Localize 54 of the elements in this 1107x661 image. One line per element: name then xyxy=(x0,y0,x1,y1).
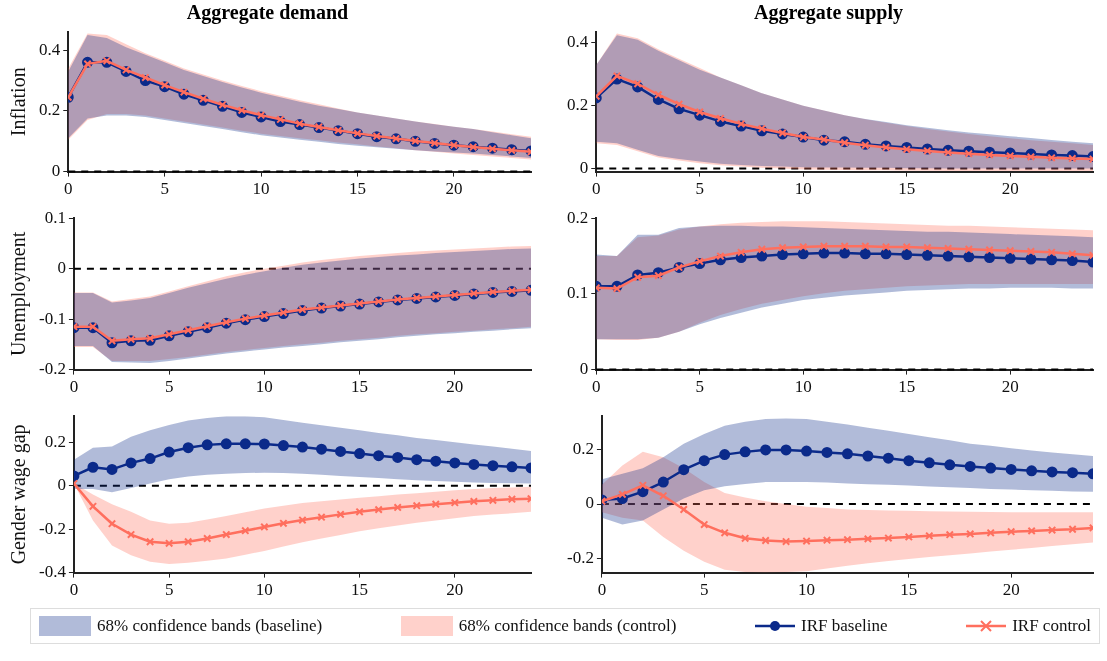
y-tick-label: 0.1 xyxy=(567,283,589,303)
y-tick-label: -0.2 xyxy=(38,359,66,379)
x-tick-label: 10 xyxy=(794,179,812,199)
text: 68% confidence bands (baseline) xyxy=(97,616,323,636)
legend-label: IRF baseline xyxy=(801,616,888,636)
chart-title: Aggregate demand xyxy=(186,1,349,25)
x-tick-label: 20 xyxy=(446,580,464,600)
x-tick-label: 10 xyxy=(255,580,273,600)
y-tick-label: 0 xyxy=(579,359,589,379)
x-tick-label: 20 xyxy=(1001,377,1019,397)
y-tick-label: 0 xyxy=(57,475,66,495)
x-tick-label: 5 xyxy=(164,580,174,600)
y-tick-label: 0.1 xyxy=(44,207,66,227)
x-tick-label: 15 xyxy=(351,580,369,600)
y-tick-label: 0.4 xyxy=(567,32,589,52)
x-tick-label: 10 xyxy=(794,377,812,397)
y-tick-label: -0.1 xyxy=(38,308,66,328)
x-tick-label: 10 xyxy=(252,179,270,199)
x-tick-label: 15 xyxy=(900,580,918,600)
y-axis-title: Gender wage gap xyxy=(7,424,31,565)
y-axis-title: Inflation xyxy=(7,67,30,137)
x-tick-label: 10 xyxy=(255,377,273,397)
y-tick-label: 0.2 xyxy=(572,438,594,458)
x-tick-label: 20 xyxy=(446,377,464,397)
x-tick-label: 15 xyxy=(348,179,366,199)
y-tick-label: 0.2 xyxy=(44,431,66,451)
y-tick-label: 0.4 xyxy=(39,39,61,59)
chart-title: Aggregate supply xyxy=(753,1,904,25)
x-tick-label: 15 xyxy=(898,377,916,397)
x-tick-label: 20 xyxy=(1001,179,1019,199)
y-tick-label: 0.2 xyxy=(567,95,589,115)
x-tick-label: 10 xyxy=(798,580,816,600)
y-tick-label: 0.2 xyxy=(39,100,61,120)
x-tick-label: 15 xyxy=(898,179,916,199)
x-tick-label: 5 xyxy=(699,580,709,600)
y-axis-title: Unemployment xyxy=(7,231,31,357)
y-tick-label: -0.2 xyxy=(566,548,594,568)
y-tick-label: -0.4 xyxy=(38,562,67,582)
x-tick-label: 5 xyxy=(695,179,704,199)
y-tick-label: 0 xyxy=(585,493,594,513)
y-tick-label: 0 xyxy=(579,157,589,177)
text: 68% confidence bands (control) xyxy=(458,616,677,636)
legend-label: IRF control xyxy=(1012,616,1091,636)
x-tick-label: 5 xyxy=(160,179,169,199)
x-tick-label: 5 xyxy=(164,377,174,397)
x-tick-label: 5 xyxy=(695,377,704,397)
y-tick-label: -0.2 xyxy=(38,518,66,538)
x-tick-label: 0 xyxy=(597,580,607,600)
y-tick-label: 0 xyxy=(57,258,66,278)
x-tick-label: 15 xyxy=(351,377,369,397)
y-tick-label: 0 xyxy=(51,161,61,181)
x-tick-label: 20 xyxy=(445,179,463,199)
x-tick-label: 20 xyxy=(1002,580,1020,600)
y-tick-label: 0.2 xyxy=(567,207,589,227)
